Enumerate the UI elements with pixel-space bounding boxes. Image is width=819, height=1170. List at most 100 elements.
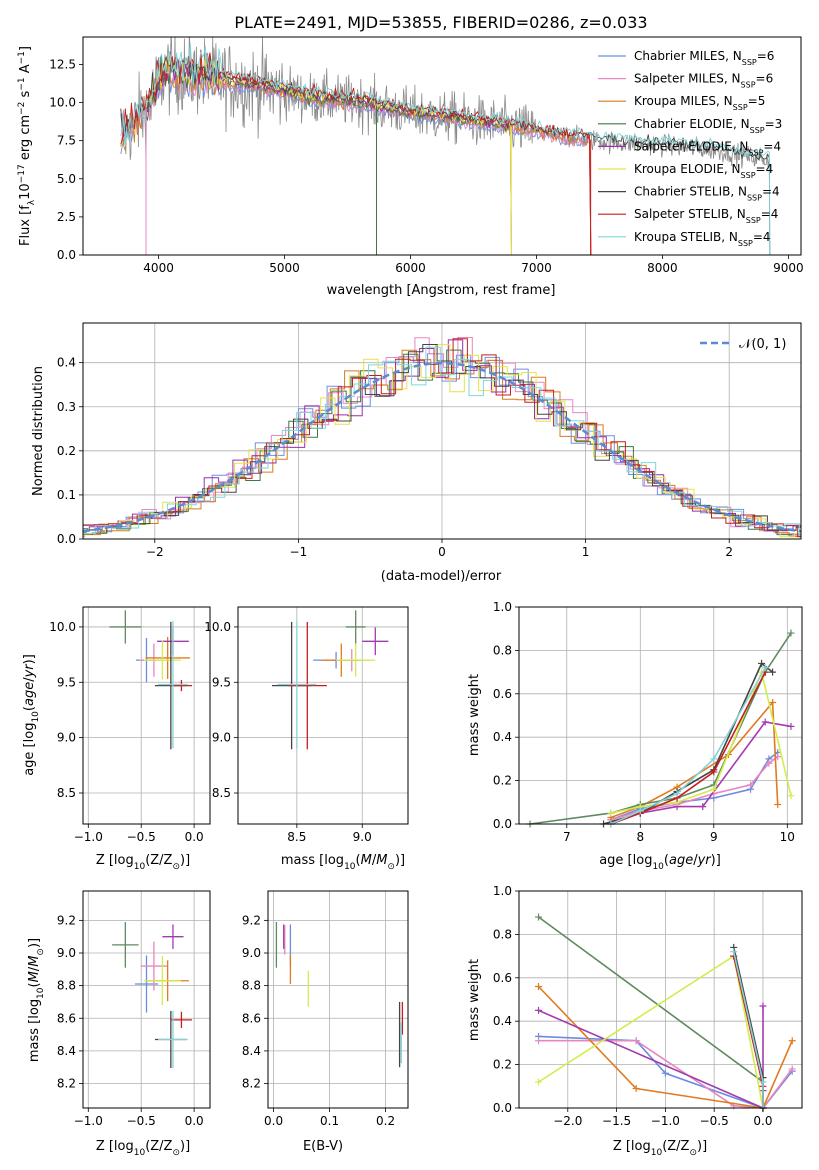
x-tick-label: 9000 — [773, 261, 804, 275]
model-spectrum — [120, 42, 771, 255]
y-tick-label: 0.0 — [57, 248, 76, 262]
y-tick-label: 0.2 — [493, 774, 512, 788]
mass-weight-metallicity-ylabel: mass weight — [467, 959, 482, 1041]
y-tick-label: 9.2 — [242, 913, 261, 927]
x-tick-label: 5000 — [269, 261, 300, 275]
y-tick-label: 9.5 — [212, 675, 231, 689]
x-tick-label: 0 — [438, 545, 446, 559]
histogram-legend: 𝒩(0, 1) — [700, 337, 786, 352]
y-tick-label: 8.8 — [242, 979, 261, 993]
y-tick-label: 0.4 — [493, 730, 512, 744]
mass-weight-marker — [787, 722, 795, 730]
errorbar-point — [170, 680, 193, 692]
y-tick-label: 9.0 — [57, 731, 76, 745]
mass-weight-marker — [774, 800, 782, 808]
mass-weight-marker — [535, 1037, 543, 1045]
legend-label: Chabrier STELIB, NSSP=4 — [634, 185, 780, 203]
y-tick-label: 1.0 — [493, 884, 512, 898]
y-tick-label: 2.5 — [57, 210, 76, 224]
legend-label: Kroupa MILES, NSSP=5 — [634, 94, 765, 112]
y-tick-label: 1.0 — [493, 600, 512, 614]
legend-label: Salpeter MILES, NSSP=6 — [634, 72, 773, 90]
mass-weight-marker — [535, 913, 543, 921]
mass-weight-metallicity-frame — [518, 890, 803, 1109]
y-tick-label: 8.5 — [212, 786, 231, 800]
y-tick-label: 9.0 — [242, 946, 261, 960]
y-tick-label: 8.6 — [57, 1011, 76, 1025]
metallicity-mass-xlabel: Z [log10(Z/Z⊙)] — [96, 1139, 190, 1158]
mass-weight-marker — [699, 803, 707, 811]
y-tick-label: 0.4 — [493, 1014, 512, 1028]
legend-label: Salpeter ELODIE, NSSP=4 — [634, 139, 781, 157]
histogram-xlabel: (data-model)/error — [381, 569, 502, 584]
y-tick-label: 10.0 — [49, 620, 76, 634]
spectrum-frame — [82, 36, 802, 256]
x-tick-label: 0.2 — [376, 1114, 395, 1128]
mass-weight-marker — [636, 807, 644, 815]
y-tick-label: 10.0 — [204, 620, 231, 634]
spectrum-panel: PLATE=2491, MJD=53855, FIBERID=0286, z=0… — [17, 13, 804, 298]
mass-weight-marker — [761, 664, 769, 672]
errorbar-point — [158, 620, 188, 749]
legend-label: Kroupa STELIB, NSSP=4 — [634, 230, 771, 248]
mass-weight-marker — [769, 668, 777, 676]
legend-label: Chabrier MILES, NSSP=6 — [634, 49, 774, 67]
mass-weight-marker — [788, 1065, 796, 1073]
x-tick-label: 10 — [780, 830, 795, 844]
mass-weight-marker — [535, 982, 543, 990]
y-tick-label: 0.2 — [493, 1058, 512, 1072]
normal-curve — [83, 361, 801, 533]
mass-weight-marker — [710, 785, 718, 793]
errorbar-point — [345, 610, 366, 644]
histogram-steps — [83, 337, 801, 538]
y-tick-label: 0.0 — [57, 532, 76, 546]
mass-weight-marker — [769, 698, 777, 706]
x-tick-label: 9 — [710, 830, 718, 844]
mass-weight-marker — [759, 1078, 767, 1086]
mass-weight-metallicity-panel: Z [log10(Z/Z⊙)] mass weight −2.0 −1.5 −1.0… — [467, 884, 803, 1158]
mass-weight-age-ylabel: mass weight — [467, 674, 482, 756]
y-tick-label: 0.8 — [493, 927, 512, 941]
metallicity-mass-frame — [82, 890, 211, 1109]
x-tick-label: 8.5 — [287, 830, 306, 844]
x-tick-label: −1.5 — [602, 1114, 631, 1128]
x-tick-label: −0.5 — [127, 830, 156, 844]
y-tick-label: 0.8 — [493, 643, 512, 657]
mass-age-xlabel: mass [log10(M/M⊙)] — [281, 853, 405, 872]
x-tick-label: 0.0 — [185, 1114, 204, 1128]
mass-age-frame — [237, 606, 409, 825]
mass-weight-age-xlabel: age [log10(age/yr)] — [599, 853, 721, 872]
metallicity-mass-panel: Z [log10(Z/Z⊙)] mass [log10(M/M⊙)] −1.0 −… — [27, 890, 211, 1158]
y-tick-label: 8.5 — [57, 786, 76, 800]
metallicity-age-frame — [82, 606, 211, 825]
x-tick-label: −1.0 — [74, 830, 103, 844]
x-tick-label: 0.0 — [264, 1114, 283, 1128]
y-tick-label: 12.5 — [49, 57, 76, 71]
x-tick-label: −0.5 — [127, 1114, 156, 1128]
mass-weight-series — [537, 985, 793, 1109]
x-tick-label: −1 — [290, 545, 308, 559]
legend-label: 𝒩(0, 1) — [739, 337, 786, 352]
mass-weight-marker — [730, 948, 738, 956]
x-tick-label: 8000 — [647, 261, 678, 275]
mass-weight-marker — [758, 659, 766, 667]
mass-weight-marker — [710, 755, 718, 763]
errorbar-point — [145, 636, 190, 679]
mass-age-panel: mass [log10(M/M⊙)] 8.5 9.0 8.5 9.0 9.5 10.0 — [204, 606, 409, 872]
y-tick-label: 8.2 — [57, 1077, 76, 1091]
mass-weight-marker — [632, 1084, 640, 1092]
errorbar-point — [143, 956, 181, 1006]
x-tick-label: −1.0 — [651, 1114, 680, 1128]
x-tick-label: −2.0 — [553, 1114, 582, 1128]
histogram-series — [83, 344, 801, 535]
errorbar-point — [336, 643, 376, 677]
errorbar-point — [287, 621, 327, 750]
extinction-mass-panel: E(B-V) 0.0 0.1 0.2 8.2 8.4 8.6 8.8 9.0 9.2 — [242, 890, 409, 1154]
x-tick-label: 9.0 — [353, 830, 372, 844]
errorbar-point — [170, 1011, 193, 1029]
x-tick-label: 2 — [725, 545, 733, 559]
y-tick-label: 8.4 — [57, 1044, 76, 1058]
spectrum-xlabel: wavelength [Angstrom, rest frame] — [327, 283, 556, 298]
mass-weight-marker — [607, 809, 615, 817]
mass-weight-marker — [747, 781, 755, 789]
